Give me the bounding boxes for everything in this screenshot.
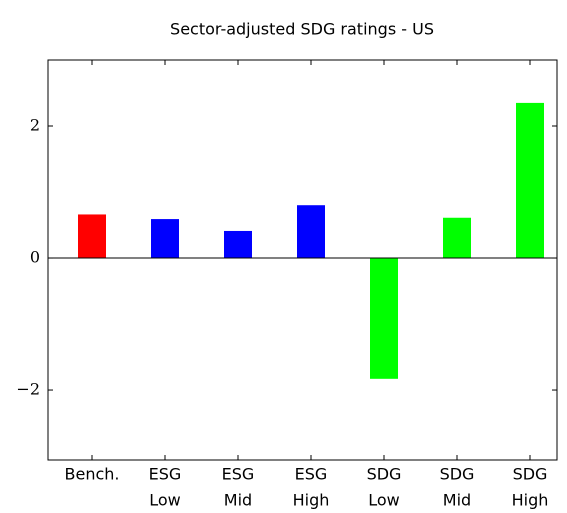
x-tick-label: Low [368,491,400,510]
x-tick-label: SDG [367,465,402,484]
plot-frame [47,59,558,461]
chart-title: Sector-adjusted SDG ratings - US [170,20,434,39]
x-tick-label: SDG [440,465,475,484]
y-tick-label: −2 [16,380,40,399]
x-tick-label: Mid [443,491,471,510]
x-tick-label: SDG [513,465,548,484]
y-tick-label: 0 [30,248,40,267]
bar [151,219,179,259]
x-tick-label: Bench. [65,465,120,484]
bar [516,102,544,259]
x-tick-label: ESG [149,465,182,484]
bar [224,230,252,259]
x-tick-label: ESG [222,465,255,484]
bar [78,214,106,259]
x-tick-label: Low [149,491,181,510]
x-tick-label: ESG [295,465,328,484]
bar [297,205,325,259]
x-tick-label: High [512,491,549,510]
bar [443,217,471,259]
x-tick-label: Mid [224,491,252,510]
bar [370,258,398,379]
y-tick-label: 2 [30,116,40,135]
x-tick-label: High [293,491,330,510]
